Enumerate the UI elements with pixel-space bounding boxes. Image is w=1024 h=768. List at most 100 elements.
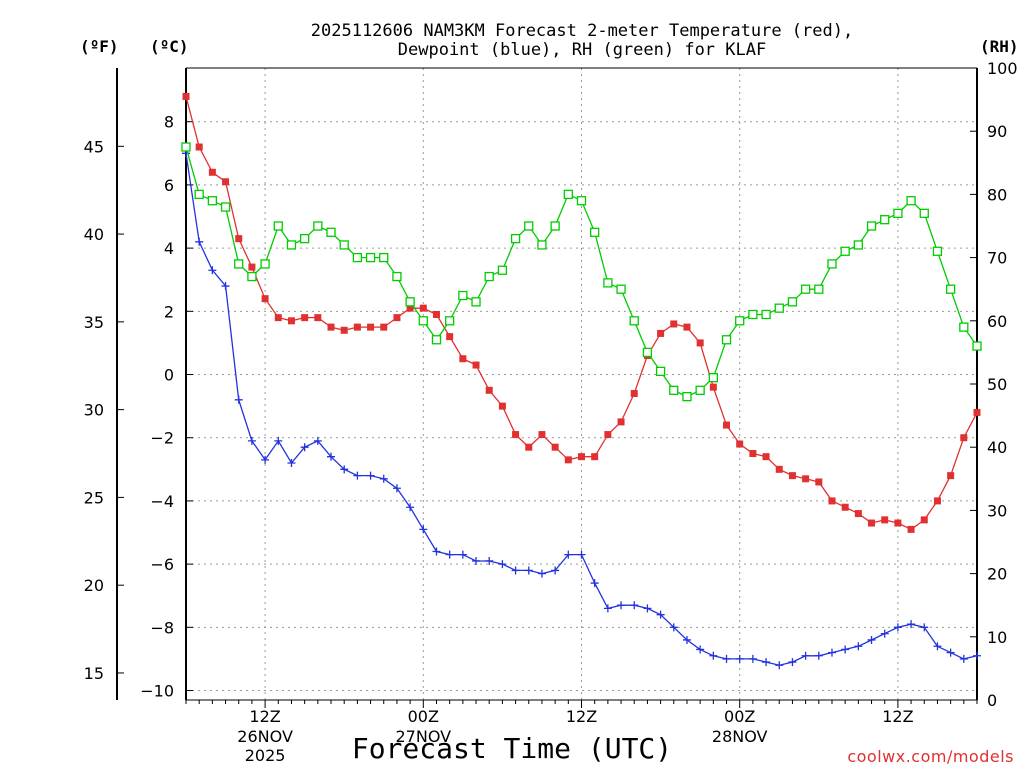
tick-label-rh: 50	[987, 375, 1007, 394]
rh-point	[959, 322, 969, 332]
tick-label-f: 15	[84, 664, 104, 683]
dewpoint-point	[656, 610, 665, 619]
rh-point	[392, 271, 402, 282]
temperature-point	[933, 497, 941, 505]
temperature-point	[802, 475, 810, 483]
temperature-point	[248, 263, 256, 271]
temperature-point	[393, 314, 401, 322]
axes: −10−8−6−4−202468152025303540450102030405…	[84, 59, 1018, 765]
temperature-point	[446, 333, 454, 341]
dewpoint-point	[696, 645, 705, 654]
rh-point	[972, 341, 982, 351]
dewpoint-point	[748, 654, 757, 663]
rh-point	[563, 189, 573, 200]
dewpoint-point	[208, 266, 217, 275]
dewpoint-point	[880, 629, 889, 638]
dewpoint-point	[762, 658, 771, 667]
rh-point	[708, 373, 718, 383]
dewpoint-point	[247, 436, 256, 445]
tick-label-c: 6	[164, 176, 174, 195]
dewpoint-point	[788, 658, 797, 667]
rh-point	[945, 284, 956, 294]
rh-point	[655, 366, 666, 377]
temperature-point	[525, 443, 533, 451]
tick-label-f: 45	[84, 137, 104, 156]
rh-point	[220, 202, 231, 212]
dewpoint-point	[801, 651, 810, 660]
rh-point	[299, 233, 310, 244]
temperature-point	[775, 465, 783, 473]
rh-point	[537, 240, 547, 250]
dewpoint-point	[933, 642, 942, 651]
source-credit: coolwx.com/models	[847, 747, 1014, 766]
temperature-point	[630, 389, 638, 397]
tick-label-c: −10	[140, 682, 174, 701]
rh-point	[379, 252, 389, 263]
tick-label-x-date: 28NOV	[712, 727, 768, 746]
temperature-point	[788, 472, 796, 480]
dewpoint-point	[814, 651, 823, 660]
temperature-point	[472, 361, 480, 369]
dewpoint-point	[630, 601, 639, 610]
temperature-point	[498, 402, 506, 410]
rh-point	[273, 221, 283, 231]
temperature-point	[578, 453, 585, 461]
rh-point	[418, 316, 428, 326]
rh-point	[576, 196, 587, 206]
tick-label-x-year: 2025	[245, 746, 286, 765]
dewpoint-point	[353, 471, 362, 480]
dewpoint-point	[485, 556, 494, 565]
rh-point	[326, 227, 336, 237]
temperature-point	[881, 516, 889, 524]
tick-label-c: 2	[164, 302, 174, 321]
rh-point	[313, 221, 323, 231]
data-series	[181, 92, 982, 670]
dewpoint-point	[432, 547, 441, 556]
temperature-point	[406, 304, 414, 312]
temperature-point	[287, 317, 295, 325]
rh-point	[247, 271, 257, 282]
dewpoint-point	[907, 620, 916, 629]
temperature-point	[841, 503, 849, 511]
dewpoint-point	[300, 443, 309, 452]
tick-label-f: 35	[84, 313, 104, 332]
temperature-point	[222, 178, 230, 186]
temperature-point	[564, 456, 572, 464]
dewpoint-point	[669, 623, 678, 632]
temperature-point	[208, 168, 216, 176]
tick-label-c: −8	[150, 618, 174, 637]
temperature-point	[235, 235, 243, 243]
dewpoint-point	[406, 503, 415, 512]
dewpoint-point	[524, 566, 533, 575]
rh-point	[497, 265, 508, 275]
temperature-point	[920, 516, 928, 524]
dewpoint-point	[221, 282, 230, 291]
rh-point	[471, 297, 481, 307]
dewpoint-point	[392, 484, 401, 493]
tick-label-rh: 100	[987, 59, 1018, 78]
temperature-point	[723, 421, 731, 429]
rh-point	[735, 316, 745, 326]
rh-point	[748, 309, 758, 320]
dewpoint-point	[195, 237, 204, 246]
temperature-point	[960, 434, 968, 442]
temperature-point	[432, 310, 440, 318]
rh-point	[853, 240, 863, 250]
rh-point	[431, 335, 442, 345]
rh-point	[550, 221, 560, 231]
temperature-point	[182, 92, 190, 100]
dewpoint-point	[327, 452, 336, 461]
rh-point	[893, 208, 903, 219]
dewpoint-point	[313, 436, 322, 445]
tick-label-rh: 40	[987, 438, 1007, 457]
rh-point	[365, 252, 376, 263]
dewpoint-point	[946, 648, 955, 657]
rh-point	[234, 259, 244, 269]
rh-point	[194, 189, 204, 200]
temperature-point	[538, 431, 546, 439]
grid-lines	[186, 68, 977, 700]
rh-point	[603, 278, 613, 288]
dewpoint-point	[827, 648, 836, 657]
rh-point	[721, 335, 732, 345]
dewpoint-point	[577, 550, 586, 559]
